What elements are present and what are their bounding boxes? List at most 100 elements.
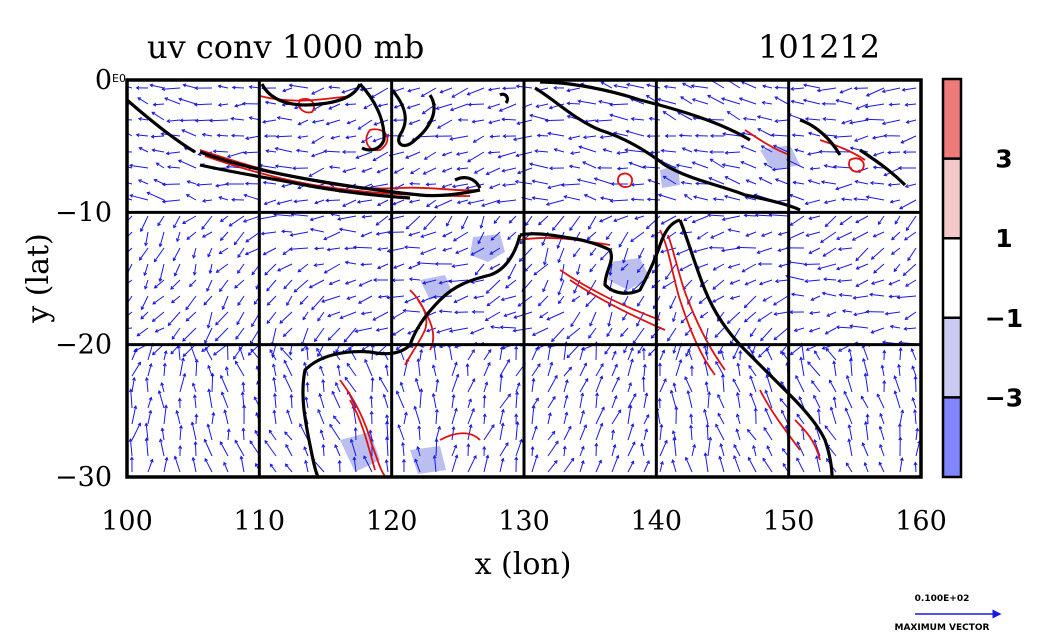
wind-vector-head bbox=[620, 267, 625, 271]
wind-vector-head bbox=[904, 102, 909, 107]
wind-vector bbox=[277, 117, 293, 121]
wind-vector-head bbox=[206, 287, 210, 292]
wind-vector-head bbox=[832, 396, 837, 401]
wind-vector-head bbox=[821, 291, 826, 296]
y-tick-label: 0 bbox=[95, 65, 112, 96]
wind-vector bbox=[442, 167, 453, 173]
wind-vector-head bbox=[613, 394, 618, 399]
wind-vector-head bbox=[703, 408, 707, 413]
wind-vector bbox=[161, 428, 165, 441]
wind-vector bbox=[700, 311, 709, 318]
wind-vector bbox=[611, 351, 617, 361]
wind-vector-head bbox=[630, 197, 635, 202]
wind-vector-head bbox=[234, 439, 239, 444]
wind-vector-head bbox=[425, 182, 430, 187]
wind-vector-head bbox=[194, 86, 199, 91]
wind-vector-head bbox=[515, 390, 519, 395]
wind-vector bbox=[466, 364, 469, 377]
wind-vector bbox=[145, 438, 149, 457]
wind-vector-head bbox=[471, 378, 476, 383]
wind-vector bbox=[500, 326, 517, 329]
wind-vector bbox=[499, 393, 511, 409]
wind-vector bbox=[286, 410, 293, 425]
wind-vector-head bbox=[137, 422, 142, 427]
wind-vector-head bbox=[804, 201, 809, 206]
wind-vector-head bbox=[680, 319, 685, 324]
wind-vector bbox=[853, 311, 869, 316]
wind-vector bbox=[795, 149, 805, 153]
wind-vector-head bbox=[630, 347, 634, 351]
wind-vector-head bbox=[658, 362, 662, 367]
wind-vector bbox=[774, 311, 789, 315]
wind-vector bbox=[442, 151, 453, 156]
wind-vector bbox=[790, 215, 805, 226]
wind-vector bbox=[547, 431, 555, 441]
wind-vector bbox=[468, 103, 485, 106]
wind-vector bbox=[405, 151, 421, 159]
wind-vector bbox=[234, 103, 245, 107]
max-vector-label: MAXIMUM VECTOR bbox=[894, 623, 989, 633]
wind-vector-head bbox=[265, 149, 270, 153]
wind-vector-head bbox=[342, 169, 347, 173]
wind-vector-head bbox=[669, 389, 674, 394]
wind-vector-head bbox=[154, 328, 159, 333]
wind-vector-head bbox=[720, 373, 725, 378]
wind-vector-head bbox=[486, 302, 491, 307]
wind-vector bbox=[808, 179, 821, 185]
wind-vector bbox=[817, 263, 837, 270]
wind-vector bbox=[722, 133, 741, 137]
wind-vector-head bbox=[732, 378, 737, 383]
wind-vector-head bbox=[276, 115, 281, 120]
wind-vector bbox=[598, 100, 613, 105]
wind-vector-head bbox=[423, 226, 427, 231]
wind-vector bbox=[772, 167, 789, 171]
wind-vector-head bbox=[913, 375, 918, 380]
wind-vector-head bbox=[506, 358, 510, 363]
wind-vector-head bbox=[453, 407, 458, 412]
wind-vector-head bbox=[848, 357, 853, 362]
wind-vector-head bbox=[419, 388, 424, 392]
wind-vector-head bbox=[295, 148, 300, 153]
wind-vector-head bbox=[616, 376, 620, 381]
wind-vector-head bbox=[283, 285, 288, 290]
wind-vector-head bbox=[310, 153, 315, 158]
y-tick-label: −20 bbox=[55, 330, 112, 361]
wind-vector bbox=[281, 230, 293, 233]
wind-vector bbox=[403, 412, 407, 425]
wind-vector bbox=[456, 151, 469, 155]
wind-vector-head bbox=[157, 222, 161, 227]
wind-vector-head bbox=[461, 225, 465, 230]
wind-vector-head bbox=[708, 436, 713, 441]
wind-vector-head bbox=[872, 233, 877, 238]
wind-vector bbox=[147, 192, 165, 201]
wind-vector bbox=[888, 151, 901, 154]
wind-vector bbox=[761, 231, 773, 237]
wind-vector bbox=[471, 247, 485, 256]
wind-vector bbox=[557, 231, 565, 249]
wind-vector bbox=[147, 363, 152, 377]
wind-vector-head bbox=[704, 381, 709, 386]
wind-vector bbox=[882, 87, 901, 93]
wind-vector-head bbox=[796, 413, 801, 418]
wind-vector-head bbox=[657, 193, 662, 198]
wind-vector bbox=[361, 231, 373, 237]
wind-vector-head bbox=[438, 280, 443, 285]
wind-vector-head bbox=[853, 86, 858, 91]
wind-vector bbox=[641, 443, 645, 457]
wind-vector-head bbox=[891, 236, 895, 241]
wind-vector bbox=[163, 405, 167, 425]
wind-vector bbox=[419, 389, 422, 409]
wind-vector bbox=[693, 247, 709, 253]
wind-vector bbox=[347, 119, 357, 124]
wind-vector bbox=[570, 151, 581, 154]
wind-vector-head bbox=[899, 205, 904, 210]
wind-vector bbox=[233, 343, 245, 360]
wind-vector-head bbox=[488, 120, 493, 125]
wind-vector-head bbox=[573, 289, 577, 294]
gridlines bbox=[127, 80, 921, 477]
wind-vector-head bbox=[726, 111, 731, 115]
wind-vector-head bbox=[839, 221, 844, 226]
wind-vector-head bbox=[763, 426, 768, 431]
wind-vector-head bbox=[420, 93, 425, 97]
wind-vector-head bbox=[514, 345, 519, 350]
